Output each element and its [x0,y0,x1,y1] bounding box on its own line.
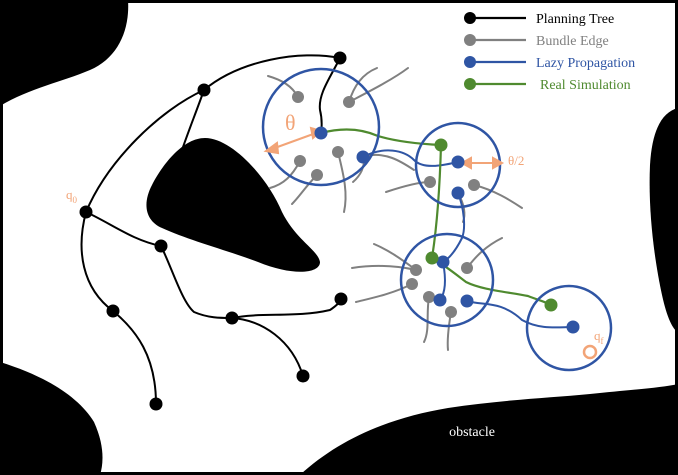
real-node [434,138,448,152]
free-space [3,3,675,472]
legend-item-lazy-propagation: Lazy Propagation [464,56,635,71]
bundle-circle-1 [261,67,381,187]
real-edge [430,143,443,260]
tree-edge [160,245,233,319]
half-theta-arrowhead-left [459,156,472,170]
tree-edge [80,211,114,312]
obstacle-center-blob [146,138,320,272]
real-node [425,251,439,265]
lazy-edge [362,149,459,167]
half-theta-label: θ/2 [508,153,524,168]
start-label-base: q [66,187,73,202]
half-theta-arrowhead-right [492,156,505,170]
legend-dot-lazy [464,56,476,68]
obstacle-right [649,108,678,332]
bundle-node [332,146,344,158]
bundle-circle-3 [399,232,495,328]
tree-edge [85,211,162,247]
tree-edge [203,54,341,91]
real-edge [430,256,553,307]
tree-node [106,304,120,318]
lazy-node [451,155,465,169]
real-nodes [425,138,558,312]
bundle-node [468,179,480,191]
obstacle-bottom-right [300,384,678,475]
bundle-node [406,278,418,290]
bundle-circles [261,67,613,372]
tree-node [333,51,347,65]
lazy-node [356,150,370,164]
tree-node [79,205,93,219]
bundle-nodes [292,91,480,318]
tree-edge [175,89,205,169]
lazy-node [460,294,474,308]
legend-dot-bundle [464,34,476,46]
bundle-node [445,306,457,318]
tree-nodes [79,51,348,411]
tree-node [197,83,211,97]
bundle-node [292,91,304,103]
legend: Planning Tree Bundle Edge Lazy Propagati… [464,12,635,93]
lazy-node [436,255,450,269]
theta-arrow [271,132,317,150]
lazy-node [566,320,580,334]
theta-arrowhead-left [263,141,280,155]
tree-edge [112,310,157,405]
lazy-node [314,126,328,140]
tree-node [154,239,168,253]
goal-label-sub: f [601,336,604,346]
legend-label-tree: Planning Tree [536,12,614,27]
bundle-edge [348,67,409,103]
lazy-node [433,293,447,307]
bundle-circle-4 [525,284,613,372]
real-node [544,298,558,312]
goal-label: qf [594,328,604,346]
obstacle-bottom-left [0,362,103,475]
bundle-node [294,155,306,167]
legend-item-bundle-edge: Bundle Edge [464,34,609,49]
theta-label: θ [285,110,296,135]
bundle-node [410,264,422,276]
bundle-node [461,262,473,274]
tree-edge [231,317,304,377]
bundle-node [343,96,355,108]
start-label-sub: 0 [73,195,78,205]
lazy-node [451,186,465,200]
obstacle-top-left [0,0,129,106]
tree-node [225,311,239,325]
start-label: q0 [66,187,78,205]
bundle-node [423,291,435,303]
legend-label-lazy: Lazy Propagation [536,56,635,71]
legend-label-real: Real Simulation [540,78,631,93]
lazy-edge [466,300,574,329]
tree-node [296,369,310,383]
legend-item-planning-tree: Planning Tree [464,12,614,27]
tree-edge [85,89,205,213]
goal-marker [582,344,598,360]
legend-item-real-simulation: Real Simulation [464,78,631,93]
lazy-nodes [314,126,580,334]
legend-dot-real [464,78,476,90]
bundle-edge [337,151,347,213]
obstacle-label: obstacle [449,425,495,440]
bundle-node [424,176,436,188]
goal-label-base: q [594,328,601,343]
legend-dot-tree [464,12,476,24]
legend-label-bundle: Bundle Edge [536,34,609,49]
tree-node [334,292,348,306]
bundle-node [311,169,323,181]
tree-node [149,397,163,411]
